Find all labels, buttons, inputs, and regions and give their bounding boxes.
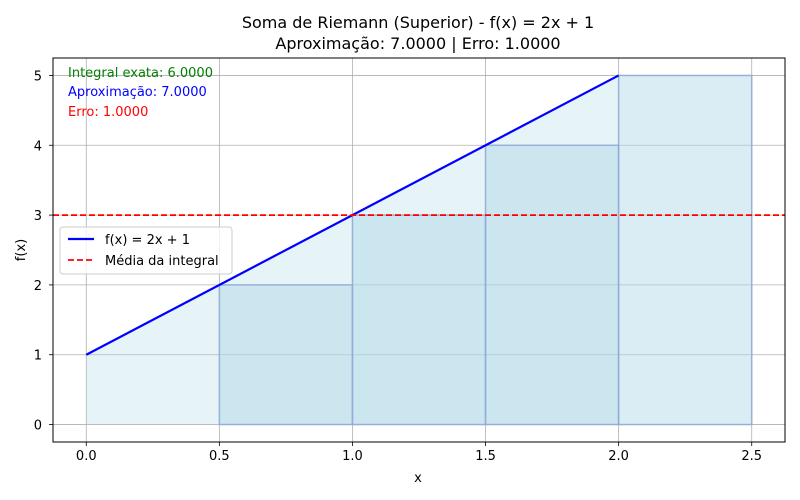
riemann-rect-1 (351, 214, 487, 426)
annotation-integral-exata: Integral exata: 6.0000 (68, 66, 213, 81)
x-tick-label-1: 0.5 (209, 449, 230, 464)
x-tick-label-0: 0.0 (76, 449, 97, 464)
riemann-rect-3 (617, 74, 753, 426)
riemann-rect-2 (484, 144, 620, 426)
y-tick-label-2: 2 (34, 279, 42, 294)
y-tick-label-3: 3 (34, 209, 42, 224)
y-tick-label-1: 1 (34, 349, 42, 364)
x-tick-label-5: 2.5 (741, 449, 762, 464)
chart-subtitle: Aproximação: 7.0000 | Erro: 1.0000 (275, 34, 560, 53)
x-axis-label: x (414, 471, 422, 486)
annotation-erro: Erro: 1.0000 (68, 105, 148, 120)
axis-ticks: 0.0 0.5 1.0 1.5 2.0 2.5 0 1 2 3 4 5 (34, 69, 762, 464)
riemann-rectangles (218, 74, 753, 426)
chart-title: Soma de Riemann (Superior) - f(x) = 2x +… (242, 13, 594, 32)
legend: f(x) = 2x + 1 Média da integral (59, 226, 233, 275)
legend-box (59, 226, 233, 275)
x-tick-label-2: 1.0 (342, 449, 363, 464)
y-tick-label-0: 0 (34, 419, 42, 434)
x-tick-label-3: 1.5 (475, 449, 496, 464)
legend-label-mean: Média da integral (105, 254, 219, 269)
riemann-rect-0 (218, 284, 354, 426)
plot-frame (52, 57, 786, 443)
annotation-aproximacao: Aproximação: 7.0000 (68, 85, 207, 100)
y-axis-label: f(x) (14, 239, 29, 261)
annotations: Integral exata: 6.0000 Aproximação: 7.00… (68, 66, 213, 120)
y-tick-label-5: 5 (34, 69, 42, 84)
legend-label-curve: f(x) = 2x + 1 (105, 233, 190, 248)
y-tick-label-4: 4 (34, 139, 42, 154)
x-tick-label-4: 2.0 (608, 449, 629, 464)
